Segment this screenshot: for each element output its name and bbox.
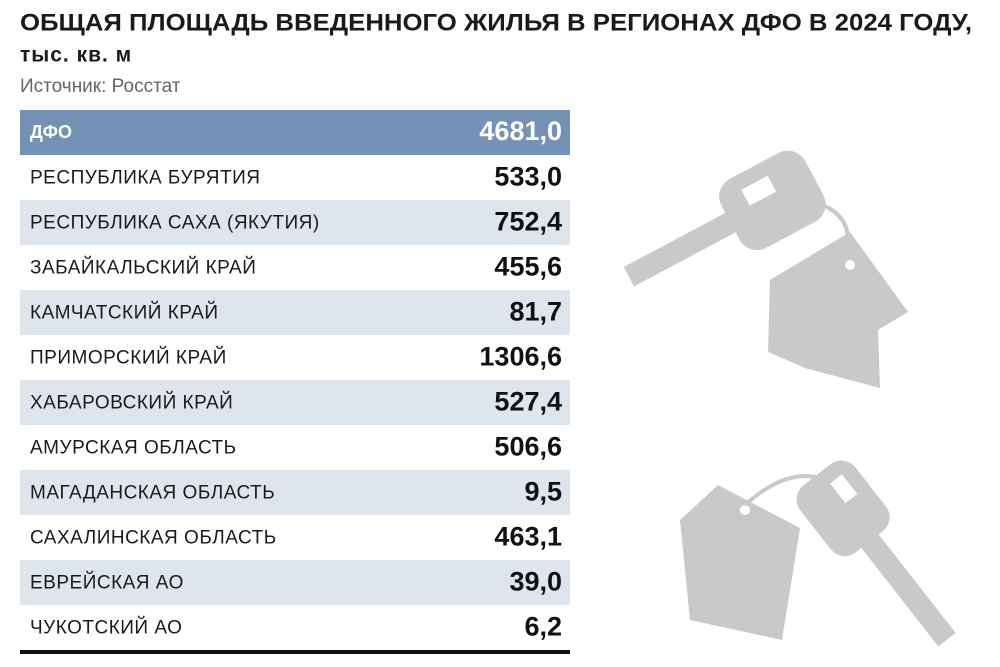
- row-label: ЗАБАЙКАЛЬСКИЙ КРАЙ: [30, 257, 256, 279]
- table-row: [20, 380, 570, 425]
- row-value: 463,1: [494, 522, 562, 552]
- table-row: [20, 290, 570, 335]
- row-value: 527,4: [494, 387, 562, 417]
- keys-illustration: [623, 150, 956, 647]
- row-value: 455,6: [494, 252, 562, 282]
- table-row: [20, 605, 570, 650]
- row-value: 752,4: [494, 207, 562, 237]
- table-row: [20, 155, 570, 200]
- total-label: ДФО: [30, 122, 72, 142]
- table-row: [20, 245, 570, 290]
- row-label: АМУРСКАЯ ОБЛАСТЬ: [30, 438, 237, 459]
- row-label: МАГАДАНСКАЯ ОБЛАСТЬ: [30, 483, 275, 504]
- row-label: ЕВРЕЙСКАЯ АО: [30, 572, 184, 594]
- table-bottom-rule: [20, 650, 570, 654]
- row-value: 39,0: [509, 567, 562, 597]
- table-rows: РЕСПУБЛИКА БУРЯТИЯ 533,0 РЕСПУБЛИКА САХА (…: [20, 155, 570, 650]
- row-label: КАМЧАТСКИЙ КРАЙ: [30, 302, 219, 324]
- row-label: РЕСПУБЛИКА БУРЯТИЯ: [30, 168, 260, 189]
- row-value: 81,7: [509, 297, 562, 327]
- row-value: 9,5: [524, 477, 562, 507]
- total-row: [20, 110, 570, 155]
- total-value: 4681,0: [479, 116, 562, 146]
- row-label: РЕСПУБЛИКА САХА (ЯКУТИЯ): [30, 213, 320, 234]
- table-row: [20, 470, 570, 515]
- title: ОБЩАЯ ПЛОЩАДЬ ВВЕДЕННОГО ЖИЛЬЯ В РЕГИОНА…: [20, 9, 972, 36]
- subtitle: тыс. кв. м: [20, 44, 132, 67]
- table-row: [20, 425, 570, 470]
- table-row: [20, 335, 570, 380]
- table-row: [20, 560, 570, 605]
- row-label: ЧУКОТСКИЙ АО: [30, 617, 182, 639]
- source: Источник: Росстат: [20, 76, 181, 97]
- row-label: ПРИМОРСКИЙ КРАЙ: [30, 347, 227, 369]
- row-label: ХАБАРОВСКИЙ КРАЙ: [30, 392, 233, 414]
- table-row: [20, 200, 570, 245]
- row-value: 6,2: [524, 612, 562, 642]
- row-label: САХАЛИНСКАЯ ОБЛАСТЬ: [30, 528, 277, 549]
- table-row: [20, 515, 570, 560]
- row-value: 506,6: [494, 432, 562, 462]
- row-value: 1306,6: [479, 342, 562, 372]
- row-value: 533,0: [494, 162, 562, 192]
